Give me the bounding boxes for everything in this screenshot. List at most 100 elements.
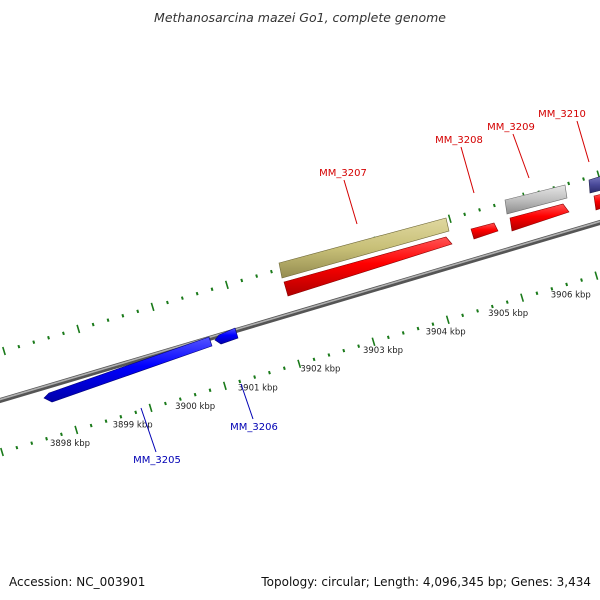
outer-ruler-major-tick <box>2 346 6 356</box>
inner-ruler-minor-tick <box>282 366 286 371</box>
outer-ruler-minor-tick <box>91 322 95 327</box>
genome-backbone-highlight <box>0 220 600 401</box>
outer-ruler-major-tick <box>447 214 452 224</box>
gene-label-mm3208[interactable]: MM_3208 <box>435 135 483 146</box>
scale-label: 3898 kbp <box>50 439 90 449</box>
scale-label: 3905 kbp <box>488 309 528 319</box>
inner-ruler-minor-tick <box>431 322 435 326</box>
feature-grey-bar[interactable] <box>504 184 568 215</box>
inner-ruler-minor-tick <box>550 287 554 291</box>
outer-ruler-minor-tick <box>463 212 467 217</box>
gene-mm3209-arrow[interactable] <box>509 203 570 232</box>
inner-ruler-minor-tick <box>178 397 182 401</box>
inner-ruler-minor-tick <box>89 423 93 428</box>
scale-label: 3901 kbp <box>238 383 278 393</box>
outer-ruler-minor-tick <box>210 287 214 292</box>
callout-mm3209 <box>512 133 530 179</box>
inner-ruler-major-tick <box>0 447 4 457</box>
scale-label: 3902 kbp <box>300 365 340 375</box>
inner-ruler-minor-tick <box>45 436 48 441</box>
outer-ruler-minor-tick <box>121 313 125 318</box>
inner-ruler-minor-tick <box>134 410 138 415</box>
inner-ruler-major-tick <box>148 403 153 413</box>
outer-ruler-minor-tick <box>32 340 36 344</box>
callout-mm3205 <box>140 407 157 453</box>
outer-ruler-major-tick <box>76 324 81 334</box>
map-title: Methanosarcina mazei Go1, complete genom… <box>154 10 446 25</box>
gene-mm3207-arrow[interactable] <box>283 236 453 297</box>
inner-ruler-minor-tick <box>253 375 257 379</box>
feature-slate-bar[interactable] <box>588 176 600 194</box>
outer-ruler-minor-tick <box>582 177 585 181</box>
inner-ruler-minor-tick <box>490 304 494 309</box>
gene-label-mm3209[interactable]: MM_3209 <box>487 122 535 133</box>
outer-ruler-minor-tick <box>195 291 199 296</box>
gene-mm3206-arrow[interactable] <box>214 327 239 345</box>
outer-ruler-minor-tick <box>255 274 259 278</box>
scale-label: 3900 kbp <box>175 402 215 412</box>
inner-ruler-major-tick <box>371 337 376 347</box>
gene-label-mm3207[interactable]: MM_3207 <box>319 168 367 179</box>
inner-ruler-minor-tick <box>15 445 19 450</box>
inner-ruler-minor-tick <box>565 282 569 287</box>
inner-ruler-major-tick <box>74 425 79 435</box>
outer-ruler-minor-tick <box>567 181 571 186</box>
callout-mm3208 <box>460 146 475 194</box>
inner-ruler-minor-tick <box>164 401 167 406</box>
accession-label: Accession: NC_003901 <box>9 575 145 589</box>
callout-mm3206 <box>240 383 254 420</box>
scale-label: 3904 kbp <box>426 328 466 338</box>
inner-ruler-minor-tick <box>386 335 390 340</box>
inner-ruler-minor-tick <box>461 313 465 318</box>
inner-ruler-major-tick <box>222 381 227 391</box>
outer-ruler-major-tick <box>224 280 229 290</box>
outer-ruler-minor-tick <box>17 344 21 349</box>
inner-ruler-minor-tick <box>580 278 583 282</box>
inner-ruler-minor-tick <box>208 388 212 393</box>
inner-ruler-minor-tick <box>357 344 361 348</box>
genome-summary: Topology: circular; Length: 4,096,345 bp… <box>260 575 591 589</box>
outer-ruler-major-tick <box>150 302 155 312</box>
genome-backbone <box>0 219 600 404</box>
inner-ruler-minor-tick <box>30 441 34 445</box>
inner-ruler-minor-tick <box>416 326 420 331</box>
outer-ruler-minor-tick <box>166 300 169 305</box>
inner-ruler-major-tick <box>445 315 450 325</box>
inner-ruler-major-tick <box>520 293 525 302</box>
scale-label: 3906 kbp <box>551 290 591 300</box>
scale-label: 3903 kbp <box>363 346 403 356</box>
outer-ruler-minor-tick <box>180 296 184 300</box>
inner-ruler-minor-tick <box>535 291 539 296</box>
gene-mm3208-arrow[interactable] <box>470 222 499 240</box>
outer-ruler-minor-tick <box>136 309 140 314</box>
inner-ruler-minor-tick <box>327 353 331 357</box>
scale-labels: 3898 kbp 3899 kbp 3900 kbp 3901 kbp 3902 kbp… <box>50 290 591 449</box>
gene-label-mm3206[interactable]: MM_3206 <box>230 422 278 433</box>
outer-ruler-minor-tick <box>47 335 50 340</box>
inner-ruler-minor-tick <box>401 331 405 335</box>
scale-label: 3899 kbp <box>113 420 153 430</box>
inner-ruler-minor-tick <box>119 414 123 419</box>
inner-ruler-minor-tick <box>238 379 242 384</box>
gene-label-mm3210[interactable]: MM_3210 <box>538 109 586 120</box>
gene-label-mm3205[interactable]: MM_3205 <box>133 455 181 466</box>
inner-ruler-minor-tick <box>193 392 197 397</box>
outer-ruler-minor-tick <box>106 318 110 322</box>
inner-ruler-minor-tick <box>312 357 316 362</box>
outer-ruler-minor-tick <box>270 269 273 274</box>
callout-mm3210 <box>576 120 590 163</box>
gene-mm3205-arrow[interactable] <box>43 336 213 403</box>
inner-tick-ruler <box>0 271 599 457</box>
outer-ruler-minor-tick <box>240 278 244 283</box>
inner-ruler-minor-tick <box>342 348 346 353</box>
outer-ruler-minor-tick <box>492 203 496 208</box>
outer-ruler-minor-tick <box>478 208 481 212</box>
inner-ruler-minor-tick <box>104 419 108 423</box>
callout-mm3207 <box>343 179 358 225</box>
inner-ruler-minor-tick <box>60 432 63 437</box>
feature-olive-bar[interactable] <box>278 217 450 279</box>
gene-mm3210-arrow[interactable] <box>593 194 600 211</box>
inner-ruler-major-tick <box>297 359 302 369</box>
inner-ruler-major-tick <box>594 271 599 280</box>
